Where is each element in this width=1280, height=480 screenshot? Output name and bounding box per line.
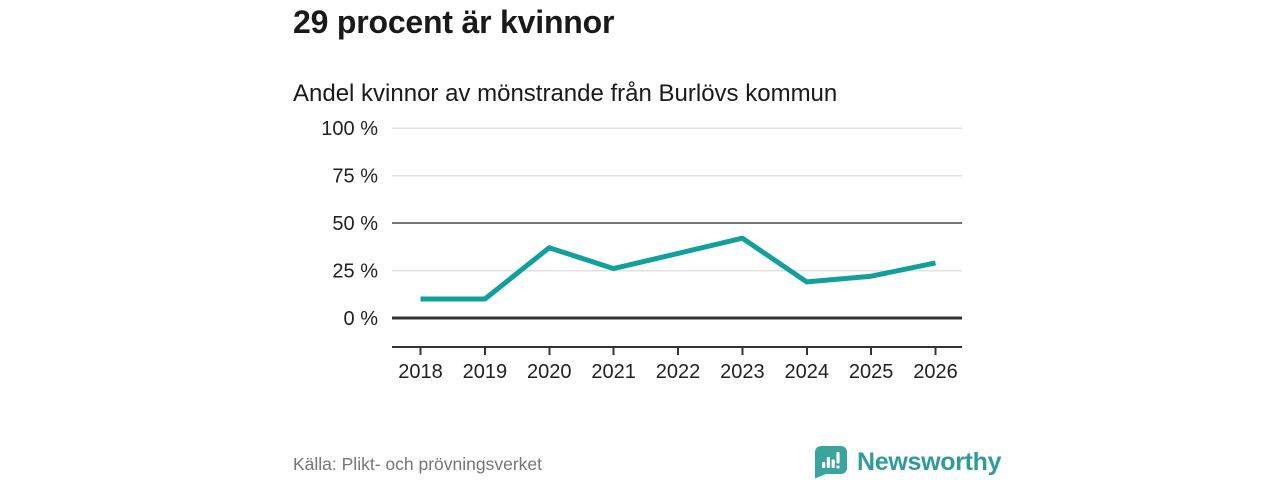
x-tick-label: 2025 <box>849 361 894 383</box>
x-tick-label: 2019 <box>463 361 508 383</box>
x-tick-label: 2022 <box>656 361 701 383</box>
newsworthy-logo: Newsworthy <box>814 444 1002 480</box>
source-attribution: Källa: Plikt- och prövningsverket <box>293 454 542 474</box>
y-tick-label: 50 % <box>332 213 378 235</box>
x-tick-label: 2021 <box>591 361 636 383</box>
line-chart-svg: 0 % 25 % 50 % 75 % 100 % 2018 2019 2020 2021 2022… <box>321 118 962 383</box>
y-tick-label: 100 % <box>321 118 378 140</box>
x-tick-label: 2024 <box>785 361 830 383</box>
x-tick-label: 2026 <box>913 361 958 383</box>
x-tick-label: 2018 <box>398 361 443 383</box>
y-tick-label: 25 % <box>332 261 378 283</box>
newsworthy-logo-text: Newsworthy <box>857 447 1002 476</box>
x-tick-label: 2020 <box>527 361 572 383</box>
y-tick-label: 75 % <box>332 166 378 188</box>
series-line <box>420 235 937 302</box>
x-tick-label: 2023 <box>720 361 765 383</box>
chart-headline: 29 procent är kvinnor <box>293 4 615 40</box>
newsworthy-bar-chart-bubble-icon <box>815 446 847 479</box>
line-chart: 0 % 25 % 50 % 75 % 100 % 2018 2019 2020 2021 2022… <box>300 112 980 397</box>
chart-subtitle: Andel kvinnor av mönstrande från Burlövs… <box>293 80 838 107</box>
y-tick-label: 0 % <box>344 308 379 330</box>
